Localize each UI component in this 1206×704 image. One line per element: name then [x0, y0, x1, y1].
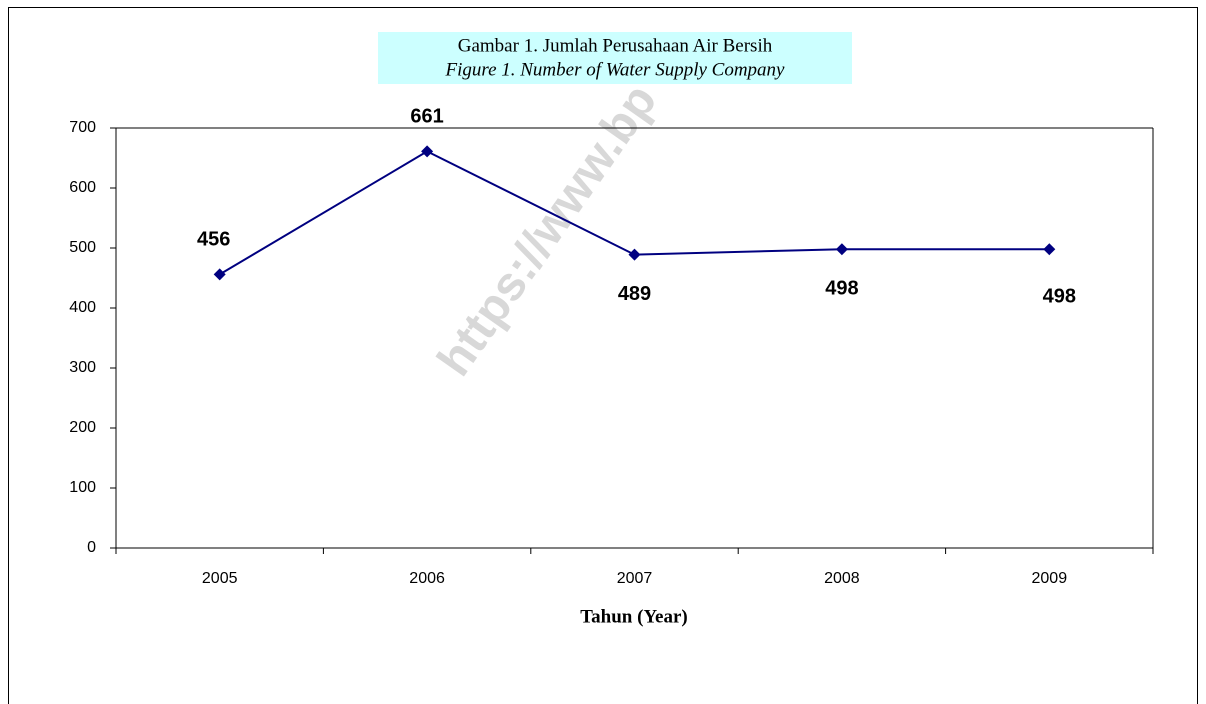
- marker: [213, 268, 226, 281]
- data-label: 498: [1043, 285, 1076, 307]
- marker: [835, 243, 848, 256]
- chart-title: Gambar 1. Jumlah Perusahaan Air Bersih: [458, 35, 773, 56]
- x-tick-label: 2009: [1032, 570, 1068, 587]
- data-label: 489: [618, 283, 651, 305]
- marker: [421, 145, 434, 158]
- x-tick-label: 2005: [202, 570, 238, 587]
- data-label: 456: [197, 229, 230, 251]
- marker: [628, 248, 641, 261]
- y-tick-label: 0: [87, 539, 96, 556]
- x-axis-label: Tahun (Year): [580, 606, 688, 627]
- y-tick-label: 400: [69, 299, 96, 316]
- chart-subtitle: Figure 1. Number of Water Supply Company: [445, 59, 786, 80]
- y-tick-label: 700: [69, 119, 96, 136]
- x-tick-label: 2006: [409, 570, 445, 587]
- frame: [8, 7, 1198, 704]
- x-tick-label: 2007: [617, 570, 653, 587]
- y-tick-label: 200: [69, 419, 96, 436]
- y-tick-label: 100: [69, 479, 96, 496]
- watermark: https://www.bp: [428, 75, 668, 386]
- marker: [1043, 243, 1056, 256]
- data-label: 661: [410, 106, 443, 128]
- y-tick-label: 600: [69, 179, 96, 196]
- y-tick-label: 300: [69, 359, 96, 376]
- title-box: [378, 32, 852, 84]
- y-tick-label: 500: [69, 239, 96, 256]
- x-tick-label: 2008: [824, 570, 860, 587]
- data-label: 498: [825, 277, 858, 299]
